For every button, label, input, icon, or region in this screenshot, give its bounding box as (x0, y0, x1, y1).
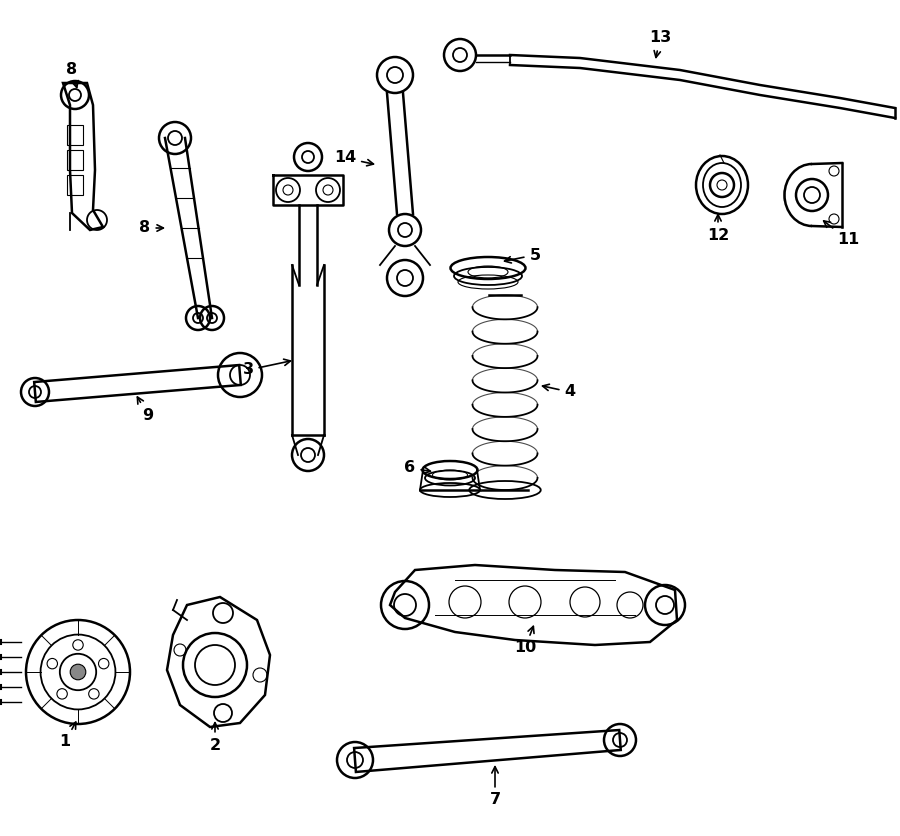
Text: 11: 11 (824, 221, 859, 247)
Text: 1: 1 (59, 722, 76, 750)
Text: 8: 8 (67, 63, 78, 88)
Text: 14: 14 (334, 150, 373, 166)
Text: 2: 2 (210, 722, 220, 752)
Bar (67, 175, 83, 195)
Text: 5: 5 (505, 247, 541, 263)
Bar (67, 150, 83, 170)
Text: 7: 7 (490, 767, 500, 808)
Text: 4: 4 (543, 385, 576, 400)
Text: 8: 8 (140, 221, 164, 236)
Circle shape (89, 689, 99, 699)
Text: 12: 12 (706, 215, 729, 242)
Text: 10: 10 (514, 626, 536, 655)
Circle shape (57, 689, 68, 699)
Bar (67, 125, 83, 145)
Text: 6: 6 (404, 461, 430, 476)
Text: 3: 3 (242, 359, 291, 378)
Text: 13: 13 (649, 30, 671, 58)
Circle shape (70, 664, 86, 680)
Circle shape (98, 659, 109, 669)
Circle shape (73, 640, 83, 650)
Text: 9: 9 (138, 397, 154, 422)
Circle shape (47, 659, 58, 669)
